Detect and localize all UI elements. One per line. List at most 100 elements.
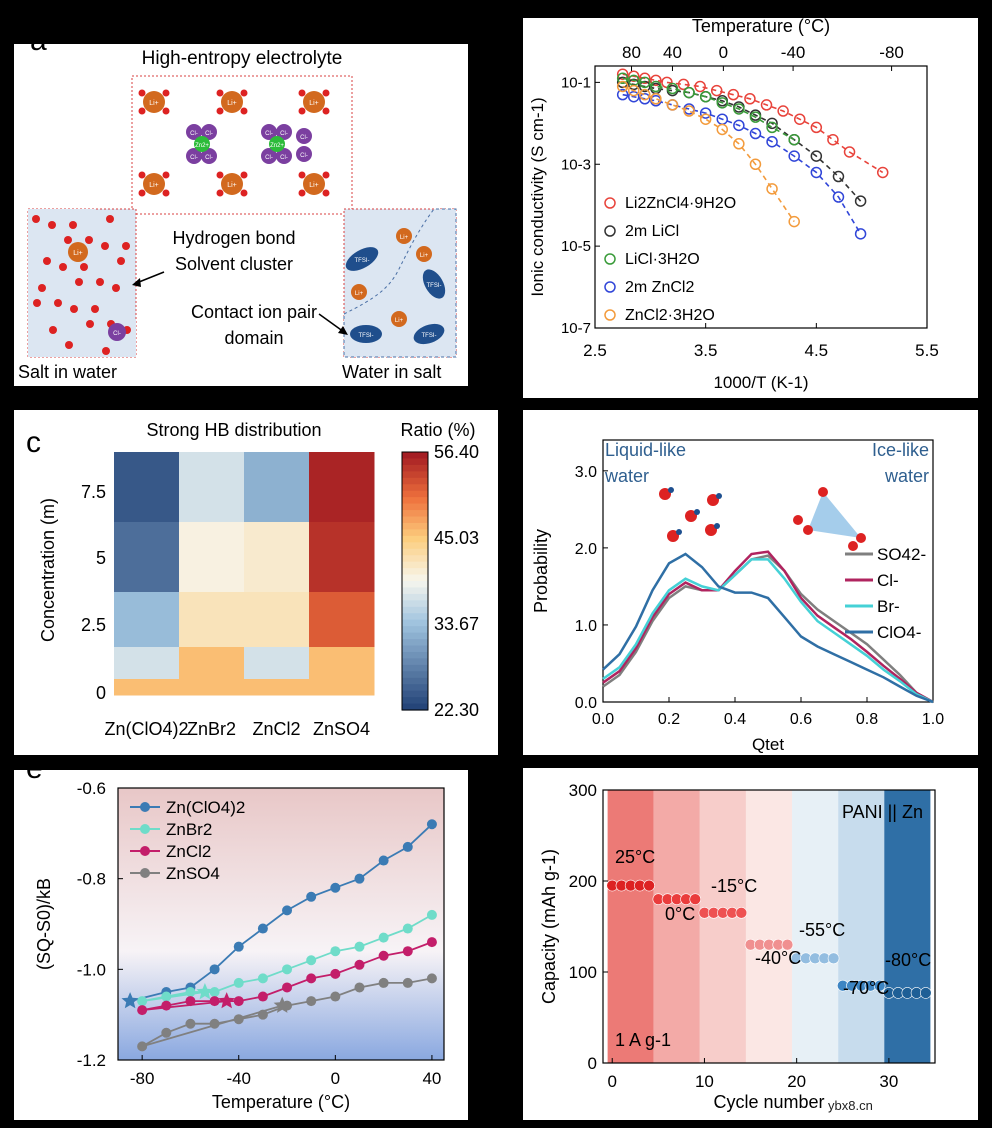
data-point xyxy=(832,170,845,183)
data-point xyxy=(793,113,806,125)
data-point xyxy=(854,195,867,207)
li-ion xyxy=(303,91,325,113)
hb-heatmap: Strong HB distribution Ratio (%) 7.5 5 2.5 0 C… xyxy=(38,420,479,739)
top-axis-label: Temperature (°C) xyxy=(692,18,830,36)
li-ion xyxy=(391,311,407,327)
column-label: ZnSO4 xyxy=(313,719,370,739)
colorbar-segment xyxy=(402,484,428,492)
fit-line xyxy=(622,93,862,235)
data-point xyxy=(378,855,389,866)
x-axis-label: Qtet xyxy=(752,735,784,754)
cl-ion xyxy=(276,124,292,140)
capacity-point xyxy=(735,907,748,919)
x-tick-label: 3.5 xyxy=(694,341,718,360)
column-label: ZnBr2 xyxy=(187,719,236,739)
data-point xyxy=(749,127,762,140)
left-caption: Salt in water xyxy=(18,362,117,382)
cl-ion xyxy=(296,128,312,144)
water-molecule xyxy=(705,524,717,536)
y-tick-label: 10-5 xyxy=(561,238,591,255)
top-tick-label: -40 xyxy=(781,43,806,62)
data-point xyxy=(832,191,845,203)
cl-ion xyxy=(276,148,292,164)
data-point xyxy=(733,103,745,115)
li-ion-label: Li+ xyxy=(395,318,404,324)
distribution-line xyxy=(602,550,934,704)
water-molecule xyxy=(298,89,306,97)
colorbar-segment xyxy=(402,619,428,627)
data-point xyxy=(766,135,778,148)
water-molecule xyxy=(86,320,94,328)
water-molecule xyxy=(322,107,330,115)
y-tick-label: 2.0 xyxy=(575,541,597,558)
colorbar-segment xyxy=(402,548,428,556)
li-ion xyxy=(416,246,432,262)
y-tick-label: -1.0 xyxy=(77,960,106,979)
data-point xyxy=(306,955,317,966)
x-tick-label: 40 xyxy=(422,1069,441,1088)
tetrahedron-icon xyxy=(808,492,861,538)
legend-marker xyxy=(140,868,150,878)
data-point xyxy=(616,80,629,93)
li-ion-label: Li+ xyxy=(227,182,237,189)
annotation-right-line1: Ice-like xyxy=(872,440,929,460)
data-point xyxy=(161,1027,172,1038)
x-tick-label: 0.4 xyxy=(724,711,746,728)
colorbar-segment xyxy=(402,490,428,498)
temperature-band xyxy=(792,790,839,1063)
water-molecule xyxy=(707,494,719,506)
data-point xyxy=(639,93,651,105)
water-molecule xyxy=(43,257,51,265)
legend-label: ClO4- xyxy=(877,623,921,642)
x-axis-label: 1000/T (K-1) xyxy=(713,373,808,392)
data-point xyxy=(161,991,172,1002)
water-molecule xyxy=(848,541,858,551)
water-molecule xyxy=(80,263,88,271)
colorbar-segment xyxy=(402,516,428,524)
y-tick-label: -0.6 xyxy=(77,779,106,798)
li-ion xyxy=(143,91,165,113)
legend-label: ZnSO4 xyxy=(166,864,220,883)
distribution-line xyxy=(602,554,934,704)
data-point xyxy=(639,88,651,101)
data-point xyxy=(209,964,220,975)
capacity-point xyxy=(919,987,932,999)
water-molecule xyxy=(818,487,828,497)
water-molecule xyxy=(33,299,41,307)
heatmap-cell xyxy=(244,522,310,593)
water-molecule xyxy=(676,529,682,535)
water-molecule xyxy=(240,171,248,179)
cl-ion xyxy=(296,146,312,162)
cl-ion xyxy=(186,148,202,164)
legend-label: LiCl·3H2O xyxy=(625,251,700,268)
data-point xyxy=(209,996,220,1007)
li-ion-label: Li+ xyxy=(149,100,159,107)
tfsi-ion-label: TFSI- xyxy=(359,333,374,339)
annotation-right-line2: water xyxy=(884,466,929,486)
data-point xyxy=(233,1014,244,1025)
li-ion xyxy=(303,173,325,195)
data-point xyxy=(810,121,823,134)
water-molecule xyxy=(102,347,110,355)
data-point xyxy=(749,111,762,123)
li-ion-label: Li+ xyxy=(149,182,159,189)
panel-d: 0.0 0.2 0.4 0.6 0.8 1.0 0.0 1.0 2.0 3.0 Qtet Probab… xyxy=(523,410,978,755)
cl-ion xyxy=(201,148,217,164)
data-point xyxy=(810,150,823,162)
data-point xyxy=(699,107,712,119)
temperature-label: 0°C xyxy=(665,904,695,924)
zn-ion xyxy=(269,136,285,152)
li-ion-label: Li+ xyxy=(309,100,319,107)
cl-ion xyxy=(186,124,202,140)
data-point xyxy=(627,84,640,97)
data-point xyxy=(233,996,244,1007)
y-tick-label: 0 xyxy=(588,1054,597,1073)
data-point xyxy=(716,97,729,109)
temperature-band xyxy=(699,790,746,1063)
data-point xyxy=(788,215,800,228)
panel-a-diagram: High-entropy electrolyte Li+ Li+ Li+ Li+ Li+… xyxy=(18,48,457,382)
data-point xyxy=(233,941,244,952)
plot-frame xyxy=(602,789,936,1064)
data-point xyxy=(137,1005,148,1016)
colorbar-segment xyxy=(402,542,428,550)
